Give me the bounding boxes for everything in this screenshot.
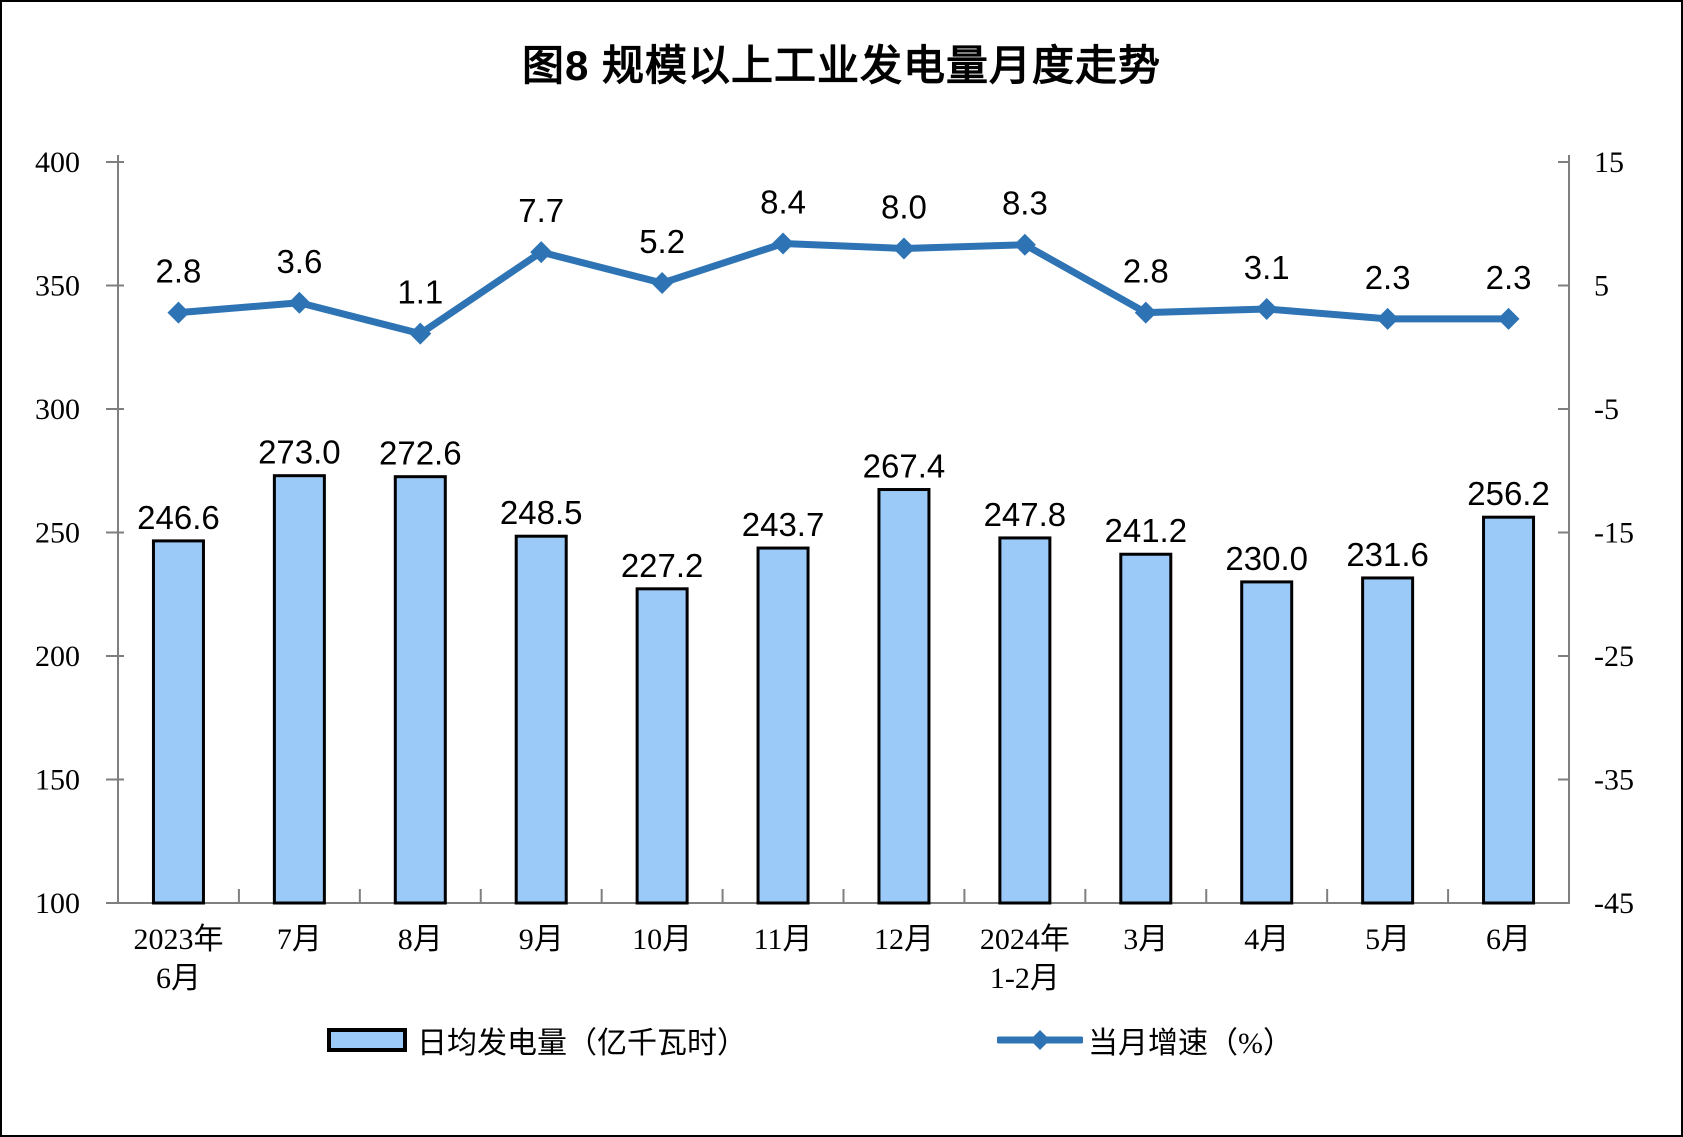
bar-value-label: 256.2 [1467,475,1550,512]
line-value-label: 3.6 [276,243,322,280]
bar-value-label: 247.8 [984,496,1067,533]
line-value-label: 8.3 [1002,185,1048,222]
right-axis-tick-label: -45 [1594,887,1634,920]
line-value-label: 5.2 [639,223,685,260]
line-value-label: 8.4 [760,184,806,221]
axes [106,155,1570,904]
left-axis-tick-label: 300 [35,393,80,426]
diamond-marker-icon [772,232,795,255]
right-tick-labels: 15 5 -5 -15 -25 -35 -45 [1594,146,1634,920]
left-axis-tick-label: 200 [35,640,80,673]
left-tick-labels: 400 350 300 250 200 150 100 [35,146,80,920]
x-axis-category-label: 2023年 [133,923,223,956]
right-axis-tick-label: 5 [1594,270,1609,303]
right-axis-tick-label: 15 [1594,146,1624,179]
diamond-marker-icon [892,237,915,260]
legend-diamond-icon [1030,1030,1050,1050]
x-axis-category-label: 4月 [1244,923,1289,956]
bar-value-label: 273.0 [258,434,341,471]
line-value-labels: 2.8 3.6 1.1 7.7 5.2 8.4 8.0 8.3 2.8 3.1 2.3 2.3 [156,184,1532,311]
bar-value-label: 272.6 [379,435,462,472]
bar [1361,576,1415,905]
bar [151,539,205,905]
x-axis-category-label: 1-2月 [990,962,1060,995]
left-axis-tick-label: 250 [35,517,80,550]
growth-line [174,240,1513,338]
left-axis-tick-label: 400 [35,146,80,179]
diamond-marker-icon [1376,307,1399,330]
bar [1482,515,1536,905]
x-axis-category-label: 9月 [519,923,564,956]
diamond-marker-icon [1013,233,1036,256]
diamond-marker-icon [1497,307,1520,330]
x-axis-category-label: 6月 [1486,923,1531,956]
bar-value-label: 231.6 [1346,536,1429,573]
bars [151,474,1536,905]
diamond-marker-icon [1255,297,1278,320]
right-axis-tick-label: -5 [1594,393,1619,426]
diamond-marker-icon [409,322,432,345]
chart-title: 图8 规模以上工业发电量月度走势 [521,42,1162,89]
right-axis-tick-label: -15 [1594,517,1634,550]
bar-series-swatch-icon [327,1028,407,1052]
bar [1240,580,1294,905]
x-axis-category-label: 12月 [874,923,934,956]
line-series-marker-icon [997,1030,1083,1050]
bar-value-label: 248.5 [500,494,583,531]
bar [272,474,326,905]
bar [514,534,568,905]
left-axis-tick-label: 100 [35,887,80,920]
x-axis-category-label: 8月 [398,923,443,956]
bar [393,475,447,905]
bar-value-label: 267.4 [863,448,946,485]
x-axis-category-label: 5月 [1365,923,1410,956]
bar-value-label: 241.2 [1104,512,1187,549]
bar [998,536,1052,905]
left-axis-tick-label: 350 [35,270,80,303]
diamond-marker-icon [167,301,190,324]
x-axis-category-label: 3月 [1123,923,1168,956]
x-axis-category-label: 7月 [277,923,322,956]
right-axis-tick-label: -35 [1594,764,1634,797]
left-axis-tick-label: 150 [35,764,80,797]
x-axis-category-label: 10月 [632,923,692,956]
legend-bar-label: 日均发电量（亿千瓦时） [417,1027,747,1060]
x-axis-category-label: 2024年 [980,923,1070,956]
x-axis-category-label: 6月 [156,962,201,995]
bar [756,546,810,905]
bar [877,488,931,905]
bar-value-label: 243.7 [742,506,825,543]
diamond-marker-icon [651,272,674,295]
line-value-label: 2.3 [1365,259,1411,296]
bar-value-label: 230.0 [1225,540,1308,577]
x-tick-labels: 2023年 6月 7月 8月 9月 10月 11月 12月 2024年 1-2月 3月 4月 5月 6月 [133,923,1531,995]
line-value-label: 2.8 [156,253,202,290]
legend-item-line: 当月增速（%） [997,1024,1293,1060]
diamond-marker-icon [530,241,553,264]
legend-line-label: 当月增速（%） [1088,1027,1293,1060]
bar [635,587,689,905]
right-axis-tick-label: -25 [1594,640,1634,673]
legend-item-bar: 日均发电量（亿千瓦时） [327,1024,747,1060]
bar-value-labels: 246.6 273.0 272.6 248.5 227.2 243.7 267.4 247.8… [137,434,1550,584]
line-value-label: 1.1 [397,274,443,311]
line-value-label: 8.0 [881,188,927,225]
bar [1119,552,1173,905]
diamond-marker-icon [1134,301,1157,324]
bar-value-label: 246.6 [137,499,220,536]
diamond-marker-icon [288,291,311,314]
growth-line-markers [167,232,1520,345]
line-value-label: 7.7 [518,192,564,229]
line-value-label: 2.3 [1486,259,1532,296]
line-value-label: 2.8 [1123,253,1169,290]
line-value-label: 3.1 [1244,249,1290,286]
x-axis-category-label: 11月 [754,923,813,956]
bar-value-label: 227.2 [621,547,704,584]
